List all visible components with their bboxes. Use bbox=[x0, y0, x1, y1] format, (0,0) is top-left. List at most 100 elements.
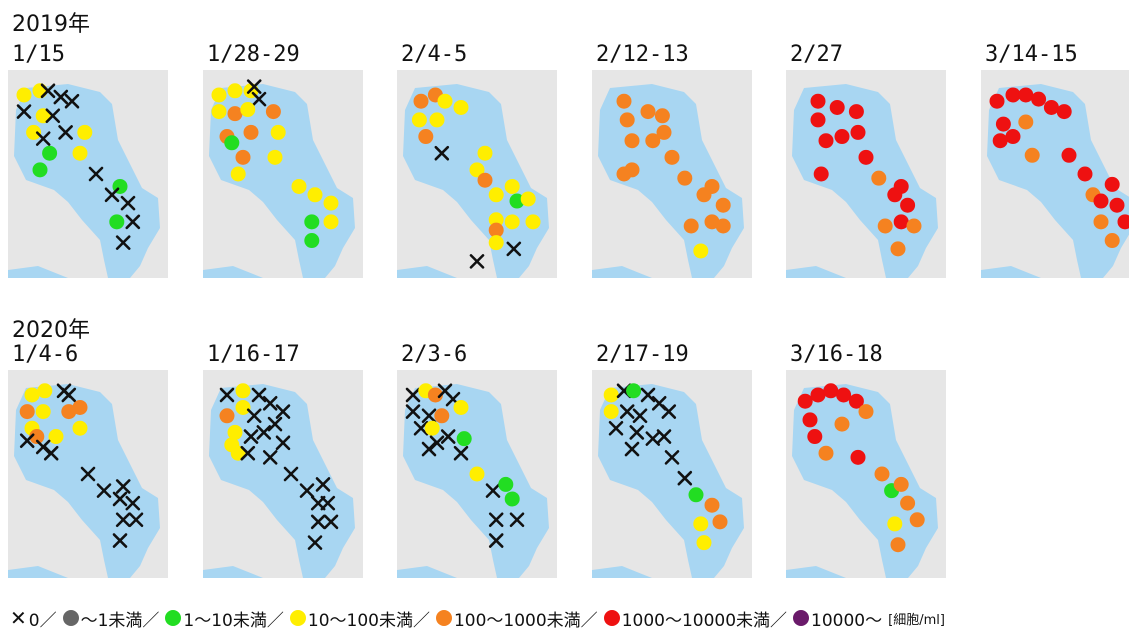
legend-item-label: 10000～ bbox=[811, 610, 883, 631]
marker-yellow bbox=[270, 124, 286, 140]
survey-map bbox=[981, 70, 1129, 278]
marker-zero bbox=[629, 425, 645, 440]
marker-yellow bbox=[227, 424, 243, 440]
marker-red bbox=[818, 133, 834, 149]
marker-zero bbox=[45, 108, 61, 124]
marker-orange bbox=[664, 149, 680, 165]
marker-yellow bbox=[48, 429, 64, 445]
map-svg bbox=[203, 383, 355, 578]
marker-orange bbox=[477, 172, 493, 188]
marker-zero bbox=[664, 450, 680, 465]
marker-yellow bbox=[477, 145, 493, 161]
marker-yellow bbox=[696, 535, 712, 551]
marker-yellow bbox=[469, 162, 485, 178]
marker-green bbox=[304, 214, 320, 230]
marker-zero bbox=[96, 483, 112, 498]
marker-yellow bbox=[488, 187, 504, 203]
marker-yellow bbox=[227, 83, 243, 99]
marker-yellow bbox=[16, 87, 32, 103]
marker-zero bbox=[608, 420, 624, 436]
marker-red bbox=[1005, 129, 1021, 145]
land-area bbox=[203, 188, 273, 278]
sea-area bbox=[397, 266, 457, 278]
marker-zero bbox=[488, 512, 504, 528]
marker-orange bbox=[696, 187, 712, 203]
marker-orange bbox=[890, 537, 906, 553]
marker-orange bbox=[906, 218, 922, 234]
marker-orange bbox=[858, 404, 874, 420]
panel-date-label: 1/28-29 bbox=[207, 42, 300, 67]
panel-date-label: 3/16-18 bbox=[790, 342, 883, 367]
marker-orange bbox=[29, 429, 45, 445]
marker-green bbox=[304, 233, 320, 249]
marker-orange bbox=[1018, 114, 1034, 130]
land-area bbox=[203, 488, 273, 578]
map-svg bbox=[8, 83, 160, 278]
year-label-2019: 2019年 bbox=[12, 12, 90, 37]
marker-zero bbox=[256, 425, 272, 440]
marker-zero bbox=[219, 387, 235, 403]
marker-red bbox=[848, 393, 864, 409]
marker-yellow bbox=[603, 387, 619, 403]
panel-date-label: 2/12-13 bbox=[596, 42, 689, 67]
panel-date-label: 3/14-15 bbox=[985, 42, 1078, 67]
marker-orange bbox=[654, 108, 670, 124]
land-area bbox=[786, 488, 856, 578]
marker-orange bbox=[624, 133, 640, 149]
panel-date-label: 2/17-19 bbox=[596, 342, 689, 367]
survey-map bbox=[397, 70, 557, 278]
marker-orange bbox=[640, 104, 656, 120]
survey-map bbox=[592, 370, 752, 578]
marker-red bbox=[1077, 166, 1093, 182]
sea-area bbox=[203, 566, 263, 578]
marker-orange bbox=[243, 124, 259, 140]
land-area bbox=[8, 188, 78, 278]
marker-green bbox=[498, 476, 514, 492]
marker-red bbox=[1018, 87, 1034, 103]
marker-red bbox=[858, 149, 874, 165]
sea-area bbox=[981, 266, 1041, 278]
marker-zero bbox=[413, 420, 429, 436]
marker-red bbox=[1056, 104, 1072, 120]
marker-zero bbox=[405, 404, 421, 419]
marker-red bbox=[797, 393, 813, 409]
marker-yellow bbox=[37, 383, 53, 399]
marker-yellow bbox=[693, 516, 709, 532]
map-svg bbox=[203, 79, 355, 278]
marker-orange bbox=[656, 124, 672, 140]
marker-zero bbox=[677, 470, 693, 486]
marker-yellow bbox=[887, 516, 903, 532]
marker-zero bbox=[243, 429, 259, 444]
marker-yellow bbox=[230, 166, 246, 182]
marker-red bbox=[893, 214, 909, 230]
survey-map bbox=[203, 370, 363, 578]
legend-yellow-dot bbox=[289, 610, 306, 626]
marker-yellow bbox=[693, 243, 709, 259]
marker-red bbox=[1109, 197, 1125, 213]
marker-green bbox=[509, 193, 525, 209]
marker-red bbox=[807, 429, 823, 445]
marker-red bbox=[992, 133, 1008, 149]
marker-yellow bbox=[469, 466, 485, 482]
legend-item-label: ～1未満／ bbox=[80, 610, 160, 631]
marker-yellow bbox=[488, 235, 504, 251]
marker-yellow bbox=[35, 108, 51, 124]
marker-green bbox=[224, 135, 240, 151]
year-label-2020: 2020年 bbox=[12, 318, 90, 343]
marker-yellow bbox=[323, 214, 339, 230]
marker-yellow bbox=[424, 420, 440, 436]
marker-orange bbox=[704, 497, 720, 513]
marker-orange bbox=[909, 512, 925, 528]
marker-yellow bbox=[35, 404, 51, 420]
marker-orange bbox=[19, 404, 35, 420]
marker-orange bbox=[219, 408, 235, 424]
marker-zero bbox=[115, 235, 131, 250]
marker-zero bbox=[619, 404, 635, 419]
marker-yellow bbox=[235, 383, 251, 399]
marker-zero bbox=[275, 435, 291, 451]
marker-zero bbox=[80, 466, 96, 482]
land-area bbox=[981, 188, 1051, 278]
marker-zero bbox=[453, 445, 469, 461]
marker-green bbox=[688, 487, 704, 503]
marker-zero bbox=[262, 450, 278, 465]
